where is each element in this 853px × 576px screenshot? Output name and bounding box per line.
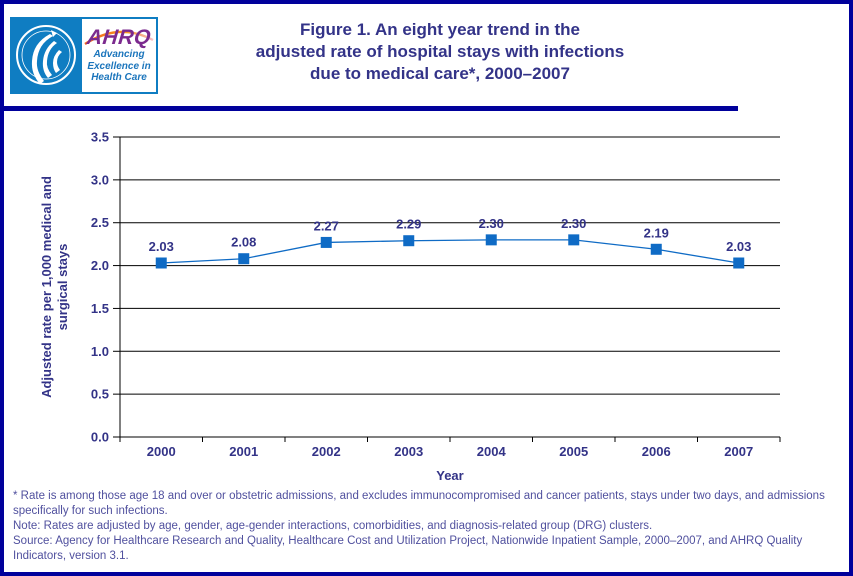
x-tick-label: 2002	[312, 444, 341, 459]
ahrq-arc-icon	[84, 30, 154, 46]
data-point-marker	[403, 235, 415, 247]
tagline-line: Advancing	[93, 49, 145, 60]
x-axis-title: Year	[436, 468, 463, 483]
y-tick-label: 0.0	[91, 430, 109, 445]
data-point-marker	[650, 243, 662, 255]
x-tick-label: 2005	[559, 444, 588, 459]
data-label: 2.30	[479, 216, 504, 231]
data-point-marker	[485, 234, 497, 246]
figure-title-line2: adjusted rate of hospital stays with inf…	[255, 42, 625, 61]
figure-title-line1: Figure 1. An eight year trend in the	[300, 20, 580, 39]
ahrq-hhs-logo: AHRQ Advancing Excellence in Health Care	[10, 17, 158, 94]
y-tick-label: 1.5	[91, 301, 109, 316]
header-divider-rule	[0, 106, 738, 111]
trend-line-chart: 0.0 0.5 1.0 1.5 2.0 2.5 3.0 3.5 2000 2001 2002 2003…	[39, 130, 781, 483]
data-label: 2.27	[314, 218, 339, 233]
x-tick-label: 2003	[394, 444, 423, 459]
ahrq-logo: AHRQ Advancing Excellence in Health Care	[82, 17, 158, 94]
data-label: 2.03	[726, 239, 751, 254]
footnotes: * Rate is among those age 18 and over or…	[13, 489, 840, 564]
y-tick-label: 1.0	[91, 344, 109, 359]
data-point-marker	[320, 236, 332, 248]
tagline-line: Health Care	[91, 72, 147, 83]
x-tick-label: 2006	[642, 444, 671, 459]
data-label: 2.08	[231, 235, 256, 250]
data-label: 2.03	[149, 239, 174, 254]
data-label: 2.19	[644, 225, 669, 240]
data-label: 2.29	[396, 217, 421, 232]
tagline-line: Excellence in	[87, 60, 151, 72]
x-tick-label: 2004	[477, 444, 507, 459]
ahrq-tagline: Advancing Excellence in Health Care	[87, 49, 150, 84]
data-point-marker	[568, 234, 580, 246]
x-tick-label: 2000	[147, 444, 176, 459]
hhs-logo	[10, 17, 82, 94]
data-point-marker	[238, 253, 250, 265]
figure-title: Figure 1. An eight year trend in the adj…	[100, 19, 780, 85]
x-tick-label: 2001	[229, 444, 258, 459]
y-tick-label: 3.5	[91, 130, 109, 145]
data-label: 2.30	[561, 216, 586, 231]
footnote-star: * Rate is among those age 18 and over or…	[13, 490, 825, 517]
trend-line	[161, 239, 739, 264]
footnote-source: Source: Agency for Healthcare Research a…	[13, 535, 803, 562]
data-point-marker	[155, 257, 167, 269]
y-tick-label: 2.0	[91, 258, 109, 273]
x-tick-label: 2007	[724, 444, 753, 459]
y-axis-title: Adjusted rate per 1,000 medical andsurgi…	[39, 176, 70, 398]
hhs-eagle-icon	[16, 25, 76, 85]
data-point-marker	[733, 257, 745, 269]
y-tick-label: 3.0	[91, 172, 109, 187]
footnote-note: Note: Rates are adjusted by age, gender,…	[13, 520, 653, 532]
y-tick-label: 2.5	[91, 215, 109, 230]
figure-title-line3: due to medical care*, 2000–2007	[310, 64, 570, 83]
y-tick-label: 0.5	[91, 387, 109, 402]
